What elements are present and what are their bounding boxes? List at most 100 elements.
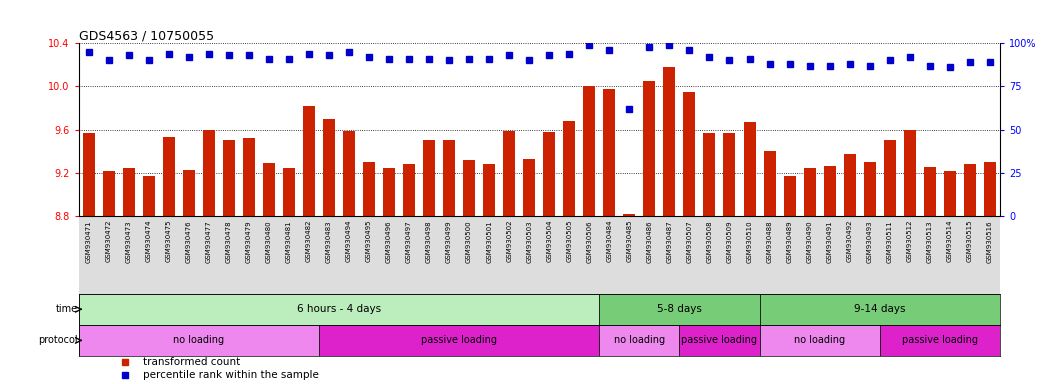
Text: GSM930490: GSM930490 — [806, 220, 812, 263]
Bar — [122, 169, 135, 216]
Text: GDS4563 / 10750055: GDS4563 / 10750055 — [79, 29, 214, 42]
Text: transformed count: transformed count — [143, 357, 240, 367]
Bar — [182, 170, 195, 216]
Text: GSM930498: GSM930498 — [426, 220, 432, 263]
Bar — [904, 130, 916, 216]
Text: GSM930493: GSM930493 — [867, 220, 873, 263]
Text: passive loading: passive loading — [421, 335, 497, 346]
Text: GSM930478: GSM930478 — [226, 220, 231, 263]
Bar — [483, 164, 495, 216]
Bar — [243, 138, 254, 216]
Text: 9-14 days: 9-14 days — [854, 304, 906, 314]
Bar — [383, 169, 395, 216]
Text: protocol: protocol — [38, 335, 77, 346]
Text: GSM930512: GSM930512 — [907, 220, 913, 262]
Text: GSM930471: GSM930471 — [86, 220, 91, 263]
Bar — [704, 133, 715, 216]
Bar — [463, 160, 475, 216]
Text: no loading: no loading — [794, 335, 845, 346]
Text: GSM930488: GSM930488 — [766, 220, 773, 263]
Bar — [643, 81, 655, 216]
Text: GSM930509: GSM930509 — [727, 220, 733, 263]
Text: GSM930474: GSM930474 — [146, 220, 152, 262]
Text: GSM930496: GSM930496 — [386, 220, 392, 263]
Bar — [984, 162, 996, 216]
Bar — [759, 294, 1000, 325]
Bar — [263, 163, 274, 216]
Text: GSM930487: GSM930487 — [666, 220, 672, 263]
Bar — [443, 141, 455, 216]
Bar — [763, 151, 776, 216]
Text: GSM930504: GSM930504 — [547, 220, 552, 262]
Bar — [583, 86, 596, 216]
Bar — [923, 167, 936, 216]
Text: GSM930485: GSM930485 — [626, 220, 632, 262]
Text: GSM930497: GSM930497 — [406, 220, 413, 263]
Text: no loading: no loading — [173, 335, 224, 346]
Text: no loading: no loading — [614, 335, 665, 346]
Bar — [543, 132, 555, 216]
Bar — [743, 122, 756, 216]
Bar — [623, 214, 636, 216]
Text: GSM930482: GSM930482 — [306, 220, 312, 262]
Text: GSM930508: GSM930508 — [707, 220, 712, 263]
Bar — [943, 170, 956, 216]
Text: GSM930476: GSM930476 — [185, 220, 192, 263]
Bar — [524, 159, 535, 216]
Text: GSM930515: GSM930515 — [966, 220, 973, 262]
Bar — [223, 141, 235, 216]
Bar — [162, 137, 175, 216]
Text: passive loading: passive loading — [682, 335, 757, 346]
Bar — [603, 89, 616, 216]
Text: GSM930513: GSM930513 — [927, 220, 933, 263]
Text: GSM930505: GSM930505 — [566, 220, 573, 262]
Bar — [599, 294, 759, 325]
Text: GSM930507: GSM930507 — [687, 220, 692, 263]
Text: GSM930511: GSM930511 — [887, 220, 893, 263]
Text: GSM930500: GSM930500 — [466, 220, 472, 263]
Bar — [684, 92, 695, 216]
Bar — [103, 170, 114, 216]
Bar — [79, 325, 319, 356]
Bar — [142, 176, 155, 216]
Text: GSM930491: GSM930491 — [827, 220, 832, 263]
Bar — [844, 154, 855, 216]
Text: percentile rank within the sample: percentile rank within the sample — [143, 370, 319, 380]
Text: 6 hours - 4 days: 6 hours - 4 days — [297, 304, 381, 314]
Text: GSM930475: GSM930475 — [165, 220, 172, 262]
Bar — [319, 325, 599, 356]
Text: GSM930503: GSM930503 — [527, 220, 532, 263]
Text: GSM930516: GSM930516 — [987, 220, 993, 263]
Text: time: time — [55, 304, 77, 314]
Text: GSM930502: GSM930502 — [506, 220, 512, 262]
Bar — [804, 169, 816, 216]
Bar — [283, 169, 295, 216]
Bar — [864, 162, 875, 216]
Text: GSM930486: GSM930486 — [646, 220, 652, 263]
Bar — [723, 133, 735, 216]
Bar — [303, 106, 315, 216]
Bar — [203, 130, 215, 216]
Text: GSM930510: GSM930510 — [747, 220, 753, 263]
Bar — [504, 131, 515, 216]
Text: passive loading: passive loading — [901, 335, 978, 346]
Text: GSM930514: GSM930514 — [946, 220, 953, 262]
Bar — [824, 166, 836, 216]
Bar — [79, 294, 599, 325]
Text: GSM930477: GSM930477 — [205, 220, 211, 263]
Bar — [879, 325, 1000, 356]
Text: GSM930501: GSM930501 — [486, 220, 492, 263]
Text: GSM930495: GSM930495 — [366, 220, 372, 262]
Text: GSM930506: GSM930506 — [586, 220, 593, 263]
Text: GSM930473: GSM930473 — [126, 220, 132, 263]
Text: GSM930480: GSM930480 — [266, 220, 272, 263]
Bar — [423, 141, 436, 216]
Text: GSM930489: GSM930489 — [786, 220, 793, 263]
Bar — [343, 131, 355, 216]
Bar — [563, 121, 575, 216]
Text: GSM930472: GSM930472 — [106, 220, 112, 262]
Bar — [599, 325, 680, 356]
Bar — [363, 162, 375, 216]
Bar — [664, 67, 675, 216]
Bar — [322, 119, 335, 216]
